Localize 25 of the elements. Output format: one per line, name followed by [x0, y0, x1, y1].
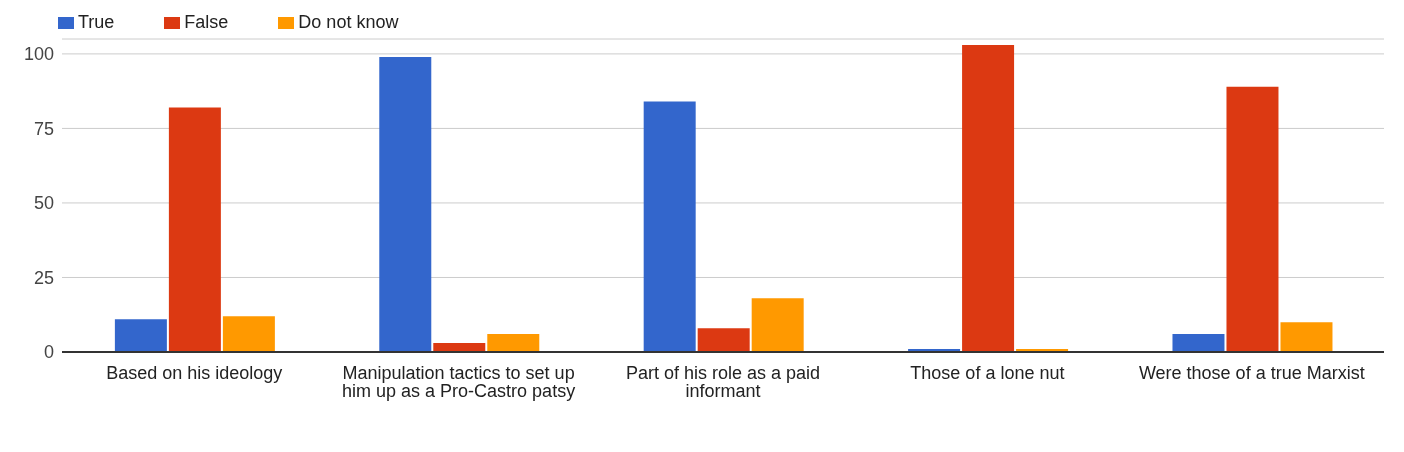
legend-label: False — [184, 12, 229, 32]
bar — [1280, 322, 1333, 352]
bar — [1172, 334, 1225, 352]
bar — [168, 107, 221, 352]
x-tick-label: Based on his ideology — [106, 362, 283, 383]
bar — [222, 316, 275, 352]
y-tick-label: 0 — [43, 342, 54, 363]
x-tick-label: Those of a lone nut — [910, 362, 1065, 383]
x-tick-label: Part of his role as a paid informant — [625, 362, 821, 401]
bar — [697, 328, 750, 352]
y-tick-label: 100 — [23, 44, 54, 65]
x-tick-label: Manipulation tactics to set up him up as a Pro-Castro patsy — [342, 362, 576, 401]
legend-label: True — [78, 12, 115, 32]
bar — [751, 298, 804, 352]
x-tick-label: Were those of a true Marxist — [1138, 362, 1365, 383]
bar — [1226, 86, 1279, 352]
y-tick-label: 25 — [33, 267, 54, 288]
bar — [643, 101, 696, 352]
bar — [114, 319, 167, 352]
bar — [962, 44, 1015, 352]
y-tick-label: 50 — [33, 193, 54, 214]
y-tick-label: 75 — [33, 118, 54, 139]
legend-label: Do not know — [298, 12, 399, 32]
bar — [487, 334, 540, 352]
bar — [379, 56, 432, 352]
